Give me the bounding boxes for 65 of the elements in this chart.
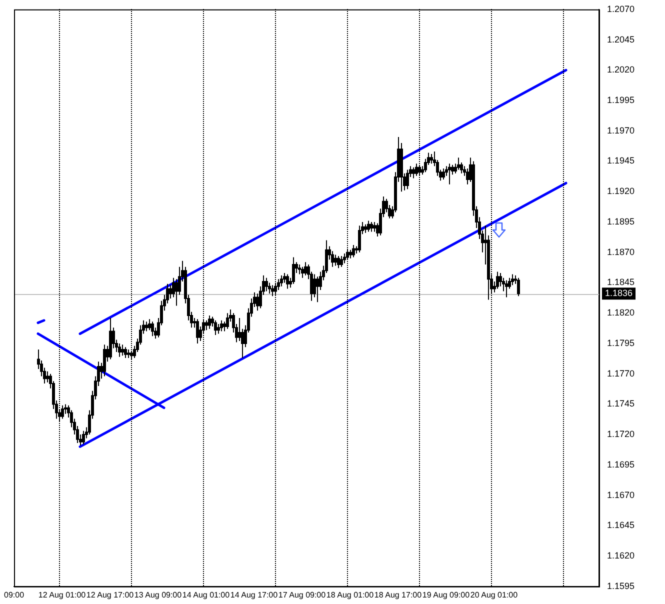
candlestick: [352, 244, 355, 258]
candlestick: [442, 168, 445, 180]
candlestick: [103, 344, 106, 377]
y-tick-label: 1.1945: [607, 156, 635, 166]
y-tick-label: 1.1970: [607, 125, 635, 136]
y-tick-label: 1.1745: [607, 398, 635, 409]
x-tick-label: 12 Aug 01:00: [38, 590, 86, 600]
candlestick: [373, 221, 376, 232]
y-tick-label: 1.1820: [607, 308, 635, 318]
y-tick-label: 1.1620: [607, 550, 635, 561]
candlestick: [313, 274, 316, 298]
candlestick: [220, 320, 223, 332]
y-tick-label: 1.2045: [607, 34, 635, 44]
candlestick: [208, 315, 211, 330]
candlestick: [46, 370, 49, 383]
y-tick-label: 1.1595: [607, 580, 635, 591]
candlestick: [496, 271, 499, 290]
y-tick-label: 1.2020: [607, 64, 635, 75]
y-tick-label: 1.1695: [607, 459, 635, 470]
y-tick-label: 1.1895: [607, 216, 635, 226]
candlestick: [358, 225, 361, 253]
candlestick: [277, 278, 280, 291]
candlestick: [109, 317, 112, 360]
candlestick: [283, 272, 286, 284]
x-tick-label: 18 Aug 17:00: [374, 590, 422, 600]
candlestick: [367, 220, 370, 232]
candlestick: [292, 256, 295, 284]
x-tick-label: 13 Aug 09:00: [134, 590, 182, 600]
candlestick: [82, 430, 85, 445]
x-tick-label: 12 Aug 17:00: [86, 590, 134, 600]
candlestick: [274, 282, 277, 296]
candlestick: [346, 248, 349, 260]
candlestick: [226, 312, 229, 330]
y-tick-label: 1.2070: [607, 4, 635, 14]
candlestick: [280, 274, 283, 287]
ref-line-label: 1.1836: [605, 288, 633, 298]
y-tick-label: 1.1670: [607, 490, 635, 500]
y-tick-label: 1.1795: [607, 338, 635, 348]
candlestick: [340, 255, 343, 268]
candlestick: [511, 274, 514, 286]
y-tick-label: 1.1645: [607, 520, 635, 530]
y-tick-label: 1.1920: [607, 186, 635, 196]
candlestick: [304, 262, 307, 276]
x-tick-label: 14 Aug 17:00: [230, 590, 278, 600]
y-tick-label: 1.1770: [607, 368, 635, 378]
candlestick: [334, 254, 337, 266]
candlestick: [121, 344, 124, 356]
y-tick-label: 1.1845: [607, 277, 635, 288]
candlestick: [238, 317, 241, 342]
y-tick-label: 1.1720: [607, 429, 635, 440]
candlestick: [457, 157, 460, 170]
x-tick-label: 19 Aug 09:00: [422, 590, 470, 600]
x-tick-label: 18 Aug 01:00: [326, 590, 374, 600]
candlestick: [448, 163, 451, 185]
candlestick: [406, 169, 409, 190]
x-tick-label: 17 Aug 09:00: [278, 590, 326, 600]
y-tick-label: 1.1995: [607, 94, 635, 105]
x-tick-label: 20 Aug 01:00: [470, 590, 518, 600]
y-tick-label: 1.1870: [607, 246, 635, 257]
x-tick-label: 09:00: [4, 590, 25, 600]
x-tick-label: 14 Aug 01:00: [182, 590, 230, 600]
candlestick: [217, 324, 220, 334]
candlestick: [415, 163, 418, 176]
candlestick: [148, 318, 151, 331]
candlestick: [61, 404, 64, 420]
